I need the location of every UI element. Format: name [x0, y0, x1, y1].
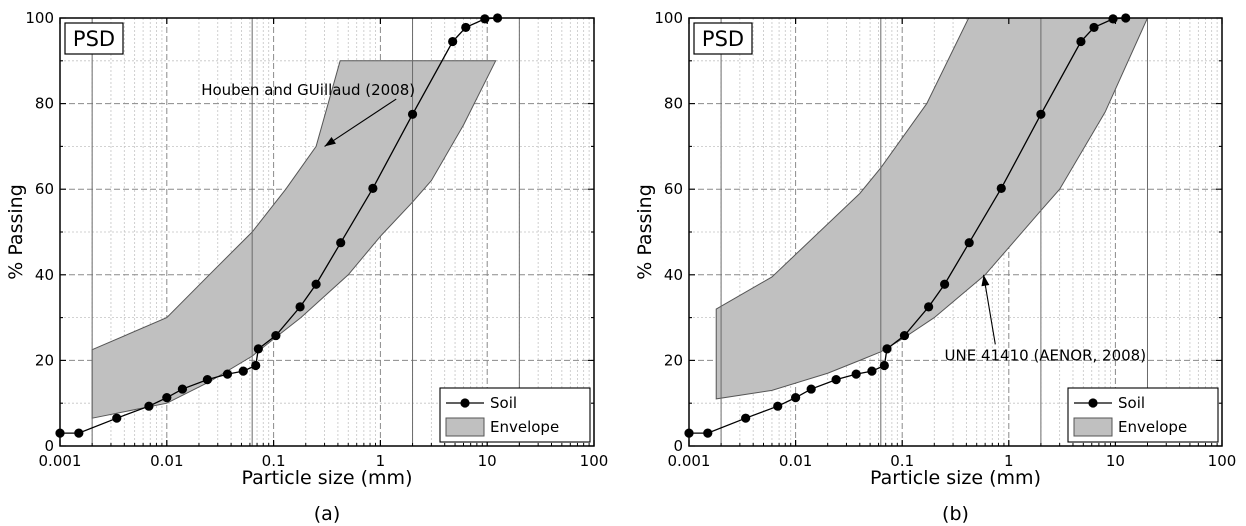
- soil-data-point: [311, 279, 321, 289]
- soil-data-point: [480, 14, 490, 24]
- soil-data-point: [461, 22, 471, 33]
- x-tick-label: 0.1: [890, 452, 914, 470]
- annotation-arrow-line: [983, 274, 996, 345]
- psd-tag: PSD: [73, 27, 115, 51]
- x-axis-title: Particle size (mm): [242, 467, 413, 489]
- soil-data-point: [1036, 109, 1046, 119]
- soil-data-point: [1089, 22, 1099, 33]
- y-tick-label: 80: [664, 95, 683, 113]
- soil-data-point: [806, 384, 816, 394]
- legend-envelope-label: Envelope: [1118, 418, 1187, 436]
- soil-data-point: [996, 183, 1006, 193]
- soil-data-point: [964, 238, 974, 248]
- panel-a: 0.001 0.01 0.1 1 10 100 0 20 40 60 80 100 Particle s…: [5, 9, 608, 525]
- panel-caption: (b): [942, 503, 969, 525]
- y-tick-label: 20: [664, 351, 683, 369]
- soil-data-point: [222, 369, 233, 379]
- y-tick-label: 60: [35, 180, 54, 198]
- x-tick-label: 10: [1106, 452, 1125, 470]
- y-tick-label: 0: [44, 437, 54, 455]
- y-tick-label: 60: [664, 180, 683, 198]
- soil-data-point: [253, 344, 263, 354]
- soil-data-point: [74, 428, 84, 438]
- soil-data-point: [336, 238, 346, 248]
- soil-data-point: [368, 183, 378, 193]
- y-tick-label: 80: [35, 95, 54, 113]
- y-tick-label: 40: [664, 266, 683, 284]
- legend-envelope-label: Envelope: [490, 418, 559, 436]
- annotation-arrow-line: [324, 98, 397, 147]
- soil-data-point: [924, 302, 934, 312]
- panel-caption: (a): [314, 503, 340, 525]
- soil-data-point: [295, 302, 305, 312]
- panel-b: 0.001 0.01 0.1 1 10 100 0 20 40 60 80 100 Particle s…: [634, 9, 1236, 525]
- annotation-arrow-head: [324, 136, 336, 147]
- soil-data-point: [940, 279, 950, 289]
- soil-data-point: [879, 360, 889, 371]
- y-axis-title: % Passing: [5, 184, 27, 280]
- x-tick-label: 1: [376, 452, 386, 470]
- legend: Soil Envelope: [439, 387, 591, 443]
- soil-data-point: [831, 375, 841, 385]
- x-tick-label: 100: [580, 452, 609, 470]
- soil-data-point: [202, 375, 213, 385]
- x-tick-label: 0.01: [150, 452, 183, 470]
- soil-data-point: [407, 109, 418, 119]
- legend-soil-label: Soil: [1118, 394, 1145, 412]
- soil-data-point: [1108, 14, 1118, 24]
- soil-data-point: [791, 393, 801, 403]
- soil-data-point: [238, 366, 248, 376]
- legend-soil-marker: [460, 398, 470, 408]
- legend-envelope-swatch: [445, 417, 485, 437]
- legend: Soil Envelope: [1067, 387, 1219, 443]
- annotation-arrow-head: [981, 274, 990, 287]
- annotation-label: Houben and GUillaud (2008): [201, 81, 415, 99]
- soil-data-point: [703, 428, 713, 438]
- y-tick-label: 100: [654, 9, 683, 27]
- soil-data-point: [448, 36, 458, 47]
- legend-envelope-swatch: [1073, 417, 1113, 437]
- x-tick-label: 100: [1208, 452, 1237, 470]
- legend-soil-label: Soil: [490, 394, 517, 412]
- soil-data-point: [899, 330, 910, 341]
- annotation-label: UNE 41410 (AENOR, 2008): [945, 346, 1147, 364]
- soil-data-point: [251, 360, 261, 371]
- soil-data-point: [162, 393, 172, 403]
- soil-data-point: [773, 401, 783, 411]
- legend-soil-marker: [1088, 398, 1098, 408]
- y-tick-label: 100: [25, 9, 54, 27]
- y-tick-label: 20: [35, 351, 54, 369]
- x-tick-label: 0.1: [262, 452, 286, 470]
- y-axis-title: % Passing: [634, 184, 656, 280]
- psd-tag: PSD: [702, 27, 744, 51]
- x-axis-title: Particle size (mm): [870, 467, 1041, 489]
- soil-data-point: [1076, 36, 1086, 47]
- y-tick-label: 40: [35, 266, 54, 284]
- soil-data-point: [271, 330, 281, 341]
- soil-data-point: [882, 344, 892, 354]
- soil-data-point: [177, 384, 188, 394]
- x-tick-label: 0.001: [39, 452, 82, 470]
- x-tick-label: 0.001: [668, 452, 711, 470]
- soil-data-point: [741, 413, 751, 423]
- psd-tag-box: [693, 22, 753, 55]
- soil-data-point: [112, 413, 122, 423]
- soil-data-point: [851, 369, 861, 379]
- x-tick-label: 1: [1004, 452, 1014, 470]
- y-tick-label: 0: [673, 437, 683, 455]
- x-tick-label: 0.01: [779, 452, 812, 470]
- soil-data-point: [144, 401, 154, 411]
- psd-tag-box: [64, 22, 124, 55]
- x-tick-label: 10: [478, 452, 497, 470]
- soil-data-point: [867, 366, 877, 376]
